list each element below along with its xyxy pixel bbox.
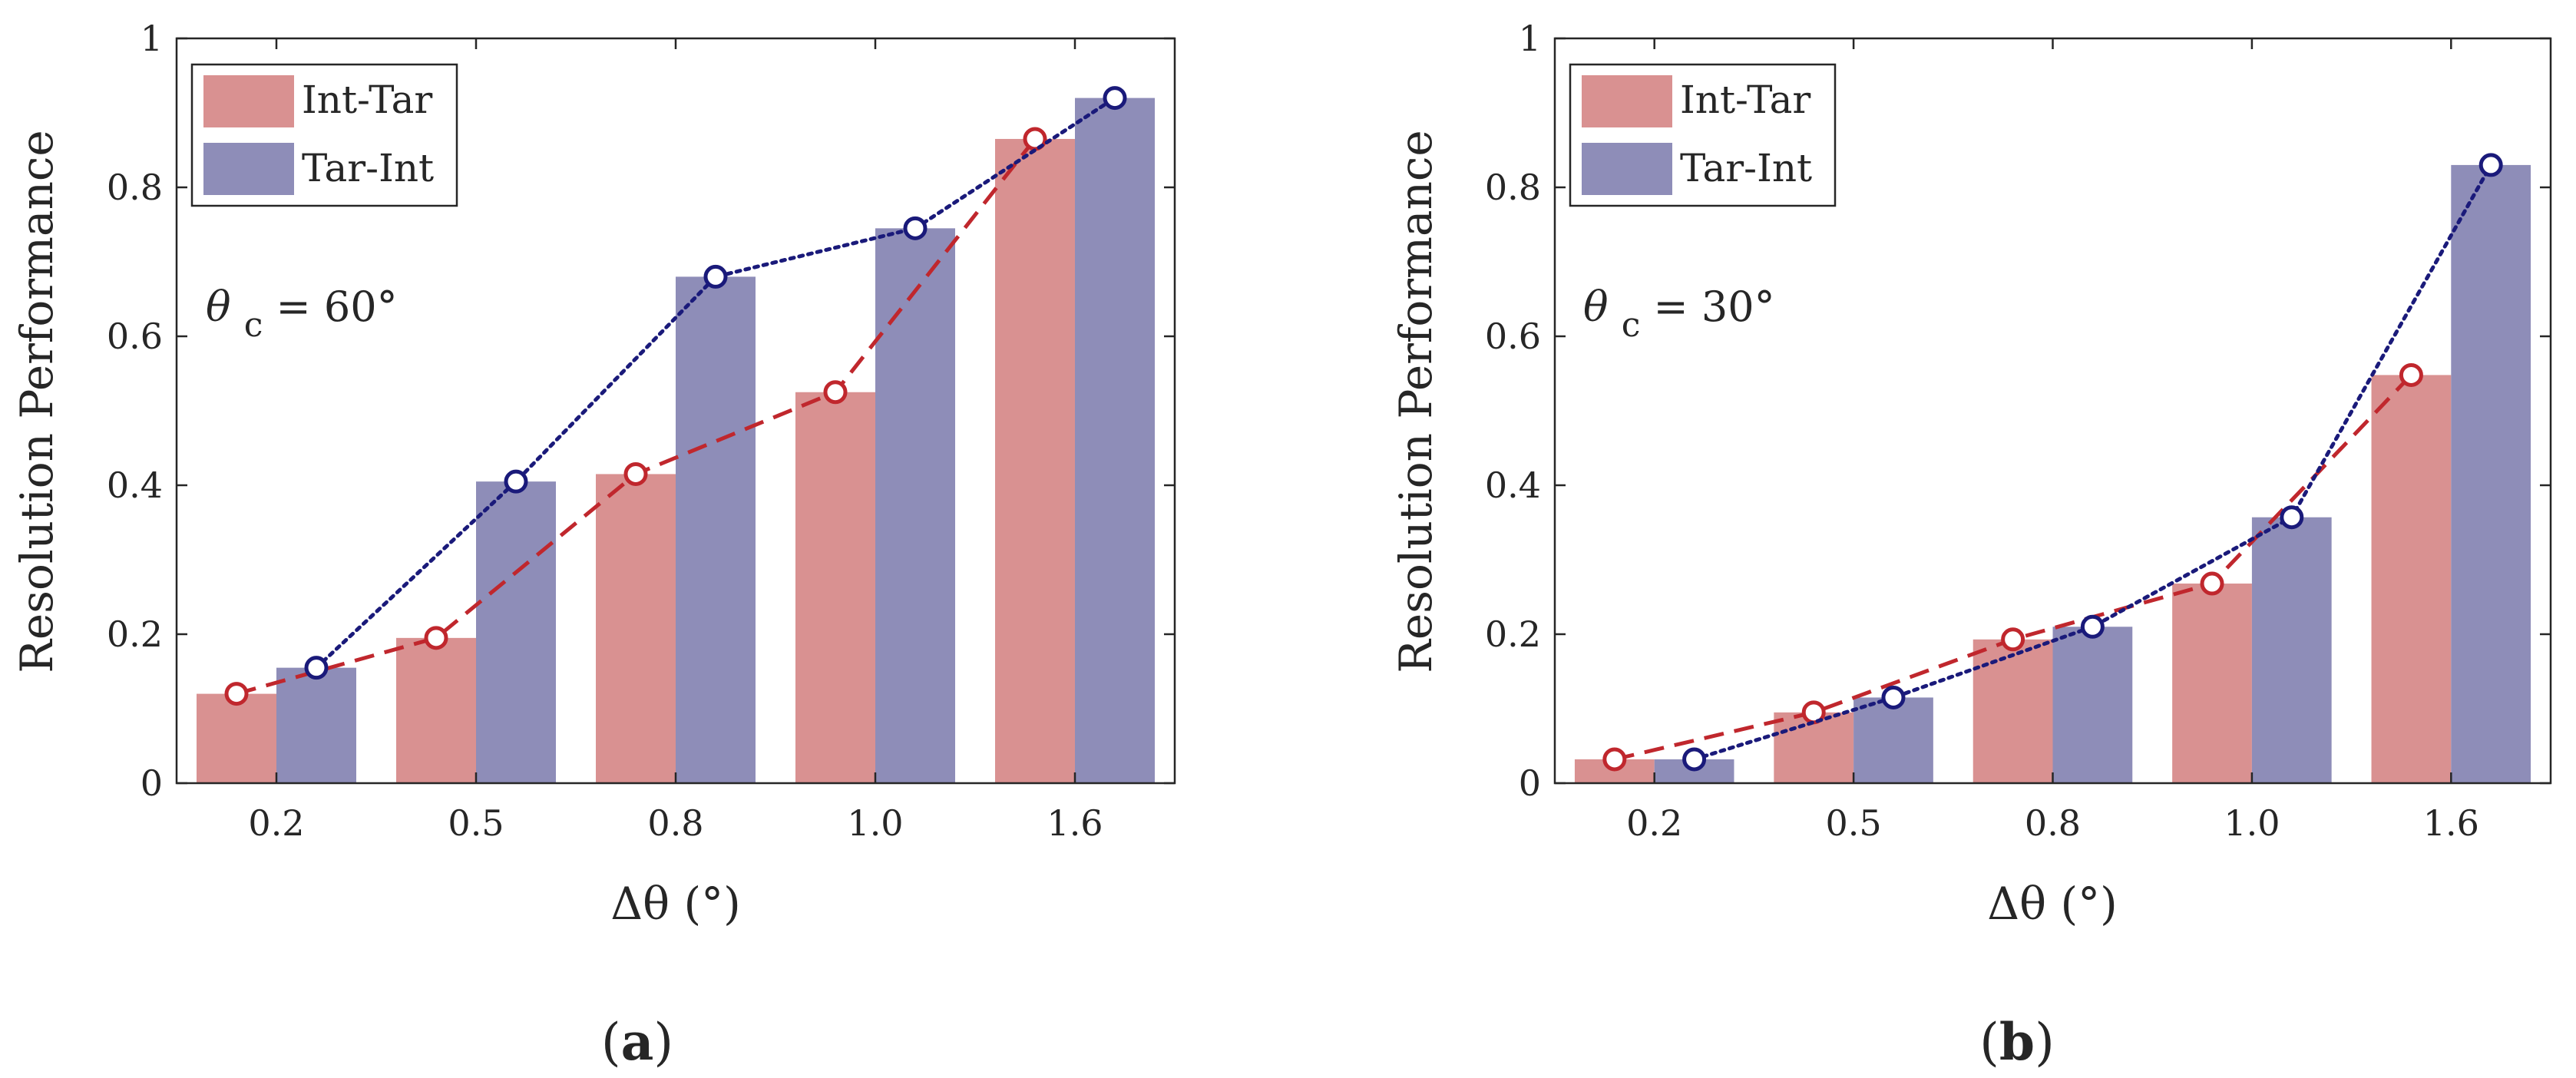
bar-tar-int-a-2 <box>476 481 556 783</box>
bars-group-a <box>197 98 1155 784</box>
caption-b: (b) <box>1979 1012 2055 1072</box>
y-tick-label-a-4: 0.8 <box>107 167 163 208</box>
theta-value-b: = 30° <box>1654 283 1775 331</box>
y-tick-label-a-0: 0 <box>141 762 163 804</box>
marker-tar-int-b-1 <box>1682 747 1707 772</box>
legend-label-tar-int-b: Tar-Int <box>1680 146 1812 190</box>
x-tick-label-b-1: 0.2 <box>1626 802 1682 844</box>
marker-tar-int-a-1 <box>304 656 329 680</box>
y-tick-label-a-5: 1 <box>141 18 163 59</box>
x-tick-label-b-2: 0.5 <box>1826 802 1882 844</box>
x-ticks-a: 0.2 0.5 0.8 1.0 1.6 <box>248 38 1103 844</box>
x-axis-title-b: Δθ (°) <box>1987 878 2118 930</box>
bars-group-b <box>1574 164 2531 783</box>
bar-tar-int-b-5 <box>2451 164 2531 783</box>
marker-tar-int-b-3 <box>2080 614 2105 639</box>
chart-panel-a: 0 0.2 0.4 0.6 0.8 1 0.2 0.5 0.8 1.0 1.6 Resolutio… <box>11 18 1176 1072</box>
x-tick-label-a-3: 0.8 <box>647 802 703 844</box>
y-tick-label-b-5: 1 <box>1519 18 1541 59</box>
bar-tar-int-b-4 <box>2251 517 2332 783</box>
bar-tar-int-a-3 <box>676 276 756 783</box>
marker-int-tar-a-3 <box>623 461 648 486</box>
legend-swatch-int-tar-a <box>203 75 294 127</box>
bar-int-tar-a-1 <box>197 693 276 783</box>
marker-tar-int-b-5 <box>2478 153 2503 177</box>
y-ticks-a: 0 0.2 0.4 0.6 0.8 1 <box>107 18 1175 804</box>
x-tick-label-b-5: 1.6 <box>2423 802 2479 844</box>
marker-int-tar-b-3 <box>2001 627 2025 652</box>
y-ticks-b: 0 0.2 0.4 0.6 0.8 1 <box>1485 18 2551 804</box>
bar-int-tar-a-2 <box>396 637 476 783</box>
bar-tar-int-a-5 <box>1075 98 1155 784</box>
marker-tar-int-a-5 <box>1103 86 1127 111</box>
chart-panel-b: 0 0.2 0.4 0.6 0.8 1 0.2 0.5 0.8 1.0 1.6 Resolutio… <box>1390 18 2552 1072</box>
theta-subscript-a: c <box>244 306 263 345</box>
y-axis-title-b: Resolution Performance <box>1390 130 1442 673</box>
bar-int-tar-a-5 <box>995 138 1075 783</box>
marker-tar-int-b-2 <box>1881 685 1906 709</box>
legend-label-int-tar-b: Int-Tar <box>1680 78 1810 122</box>
theta-value-a: = 60° <box>276 283 398 331</box>
y-tick-label-a-1: 0.2 <box>107 613 163 655</box>
marker-tar-int-a-4 <box>903 216 928 240</box>
marker-int-tar-a-4 <box>823 380 848 405</box>
y-tick-label-b-3: 0.6 <box>1485 316 1541 357</box>
y-tick-label-b-4: 0.8 <box>1485 167 1541 208</box>
theta-annotation-a: θ c = 60° <box>206 283 398 346</box>
legend-label-int-tar-a: Int-Tar <box>302 78 432 122</box>
lines-group-b <box>1602 153 2503 772</box>
bar-int-tar-b-3 <box>1973 639 2053 783</box>
x-ticks-b: 0.2 0.5 0.8 1.0 1.6 <box>1626 38 2479 844</box>
bar-int-tar-a-4 <box>795 392 875 783</box>
bar-tar-int-a-4 <box>875 228 955 784</box>
legend-swatch-tar-int-a <box>203 143 294 195</box>
theta-symbol-b: θ <box>1583 283 1609 331</box>
y-tick-label-b-0: 0 <box>1519 762 1541 804</box>
marker-int-tar-a-2 <box>424 626 448 650</box>
y-axis-title-a: Resolution Performance <box>11 130 63 673</box>
legend-swatch-tar-int-b <box>1582 143 1672 195</box>
y-tick-label-b-2: 0.4 <box>1485 465 1541 506</box>
y-tick-label-a-2: 0.4 <box>107 465 163 506</box>
marker-tar-int-a-2 <box>504 469 528 494</box>
theta-subscript-b: c <box>1622 306 1641 345</box>
theta-annotation-b: θ c = 30° <box>1583 283 1775 346</box>
theta-symbol-a: θ <box>206 283 231 331</box>
marker-tar-int-b-4 <box>2280 505 2304 530</box>
x-tick-label-a-2: 0.5 <box>448 802 504 844</box>
line-tar-int-a <box>314 96 1117 670</box>
marker-int-tar-b-1 <box>1602 747 1627 772</box>
x-tick-label-a-5: 1.6 <box>1047 802 1103 844</box>
bar-tar-int-a-1 <box>276 667 356 783</box>
caption-a: (a) <box>601 1012 673 1072</box>
marker-int-tar-b-5 <box>2399 362 2423 387</box>
marker-tar-int-a-3 <box>703 264 728 289</box>
y-tick-label-a-3: 0.6 <box>107 316 163 357</box>
lines-group-a <box>224 86 1127 706</box>
x-axis-title-a: Δθ (°) <box>610 878 741 930</box>
x-tick-label-b-4: 1.0 <box>2224 802 2280 844</box>
bar-int-tar-a-3 <box>596 474 676 783</box>
legend-a: Int-Tar Tar-Int <box>190 63 458 207</box>
marker-int-tar-a-1 <box>224 682 249 706</box>
legend-b: Int-Tar Tar-Int <box>1569 63 1837 207</box>
legend-swatch-int-tar-b <box>1582 75 1672 127</box>
bar-tar-int-b-3 <box>2052 627 2133 783</box>
bar-int-tar-b-4 <box>2172 584 2252 783</box>
x-tick-label-b-3: 0.8 <box>2025 802 2081 844</box>
x-tick-label-a-4: 1.0 <box>847 802 903 844</box>
bar-int-tar-b-5 <box>2371 375 2452 783</box>
y-tick-label-b-1: 0.2 <box>1485 613 1541 655</box>
marker-int-tar-b-4 <box>2200 571 2224 596</box>
bar-tar-int-b-2 <box>1853 697 1933 783</box>
legend-label-tar-int-a: Tar-Int <box>302 146 434 190</box>
x-tick-label-a-1: 0.2 <box>248 802 304 844</box>
